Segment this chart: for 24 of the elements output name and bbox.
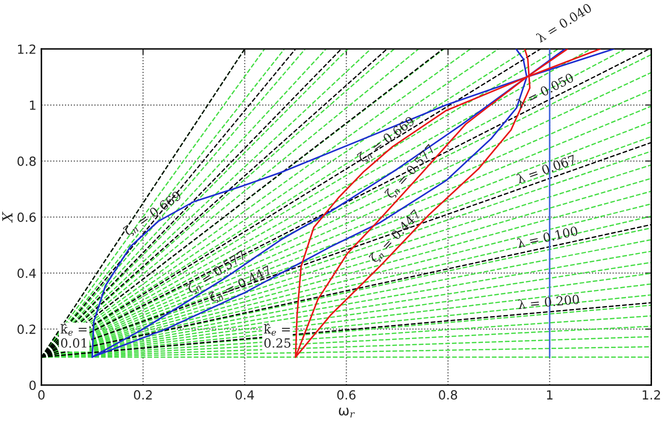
x-axis-title: ω$_{r}$ xyxy=(338,408,355,418)
y-tick-label: 0.8 xyxy=(18,156,36,166)
x-tick-label: 0.6 xyxy=(337,390,356,400)
x-tick-label: 0.2 xyxy=(134,390,152,400)
x-tick-label: 0 xyxy=(38,390,45,400)
annotation: ζ$_{n}$ = 0.577 xyxy=(384,144,438,200)
annotation: λ = 0.067 xyxy=(516,154,576,184)
y-tick-label: 0.4 xyxy=(18,268,36,278)
y-tick-label: 1.2 xyxy=(18,44,36,54)
y-tick-label: 0.2 xyxy=(18,324,36,334)
y-tick-label: 0 xyxy=(29,380,36,390)
annotation: k̂$_{e}$ = 0.25 xyxy=(264,324,290,348)
x-tick-label: 1 xyxy=(547,390,552,400)
annotation: ζ$_{n}$ = 0.669 xyxy=(122,190,184,238)
x-tick-label: 1.2 xyxy=(642,390,660,400)
annotation: k̂$_{e}$ = 0.01 xyxy=(60,324,87,348)
x-tick-label: 0.4 xyxy=(236,390,254,400)
annotation: λ = 0.100 xyxy=(516,226,578,248)
y-tick-label: 1 xyxy=(30,100,36,110)
y-axis-title: X xyxy=(2,212,12,223)
y-tick-label: 0.6 xyxy=(18,212,36,222)
x-tick-label: 0.8 xyxy=(438,390,458,400)
annotation: λ = 0.200 xyxy=(518,294,580,310)
annotation: ζ$_{n}$ = 0.447 xyxy=(368,208,423,265)
